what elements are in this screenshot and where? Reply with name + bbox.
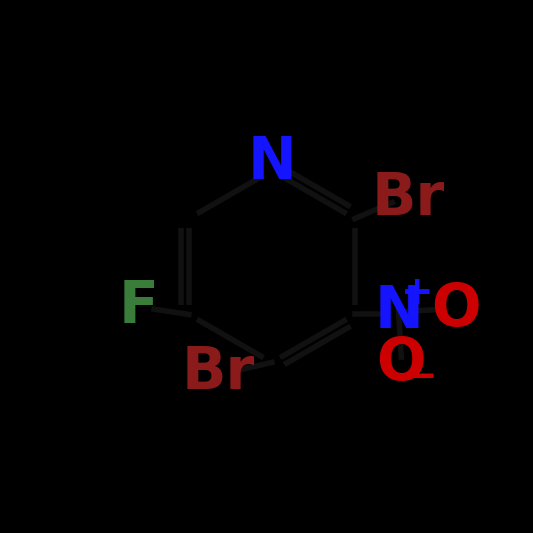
Text: Br: Br: [372, 170, 445, 227]
Text: O: O: [376, 335, 426, 392]
Text: O: O: [431, 281, 480, 337]
Text: Br: Br: [182, 344, 255, 400]
Text: N: N: [247, 134, 296, 191]
Text: +: +: [401, 274, 433, 312]
Text: F: F: [118, 278, 158, 335]
Text: −: −: [405, 358, 438, 397]
Text: N: N: [374, 284, 423, 340]
